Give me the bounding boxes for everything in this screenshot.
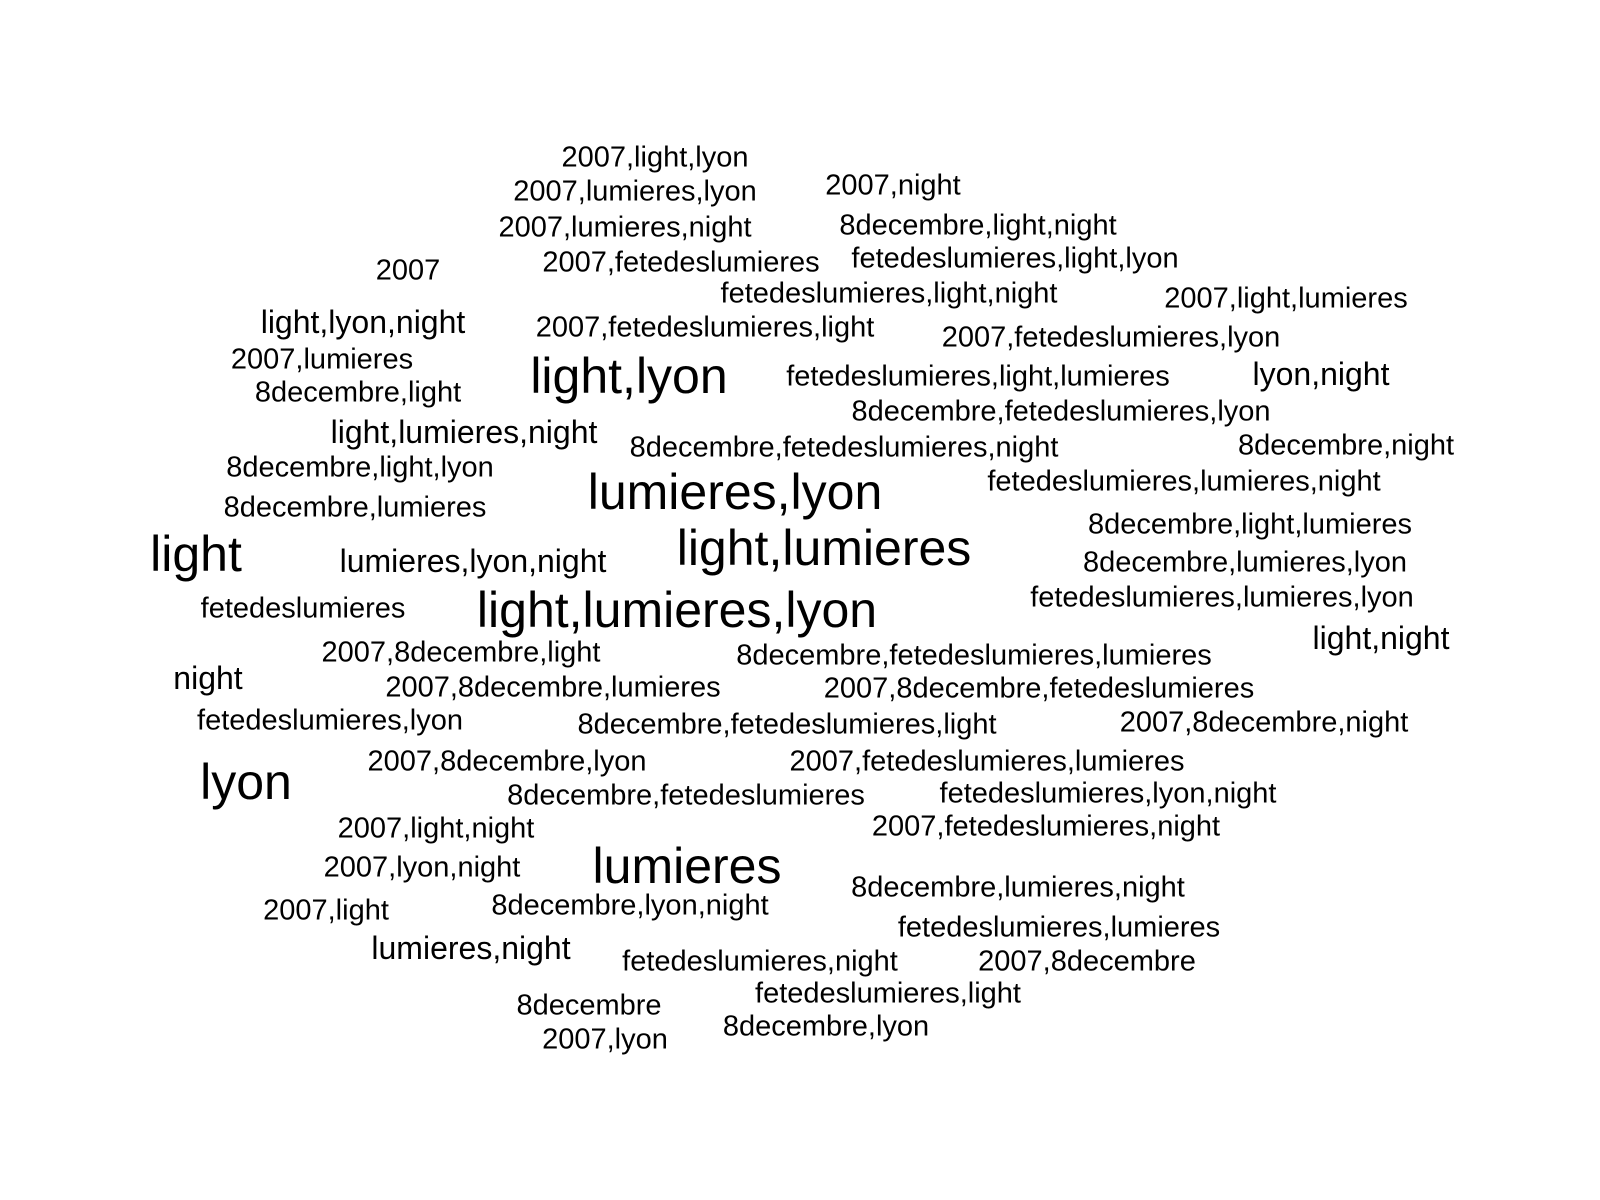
word-label: 8decembre,fetedeslumieres bbox=[507, 779, 865, 812]
word-label: 2007,fetedeslumieres,lumieres bbox=[789, 745, 1185, 778]
word-label: lumieres,lyon bbox=[587, 464, 883, 520]
word-label: 8decembre,light,lyon bbox=[226, 451, 494, 484]
word-label: lyon,night bbox=[1252, 356, 1390, 392]
word-label: 2007,8decembre,night bbox=[1119, 706, 1409, 739]
word-label: 2007 bbox=[375, 254, 441, 287]
word-label: 8decembre,fetedeslumieres,lumieres bbox=[736, 639, 1212, 672]
word-label: 8decembre bbox=[516, 989, 662, 1022]
word-label: 8decembre,light,night bbox=[839, 209, 1117, 242]
word-label: 2007,light,lumieres bbox=[1164, 282, 1408, 315]
word-label: fetedeslumieres,light bbox=[755, 977, 1021, 1010]
word-label: 2007,fetedeslumieres,light bbox=[535, 311, 875, 344]
word-label: fetedeslumieres,night bbox=[622, 945, 898, 978]
word-label: light,lumieres bbox=[676, 520, 972, 576]
word-label: 8decembre,lumieres bbox=[223, 491, 487, 524]
word-label: 8decembre,lyon,night bbox=[491, 889, 769, 922]
word-label: fetedeslumieres bbox=[200, 592, 406, 625]
word-label: night bbox=[173, 660, 243, 696]
word-label: lumieres bbox=[592, 838, 782, 894]
word-label: fetedeslumieres,light,lumieres bbox=[786, 360, 1170, 393]
word-label: light bbox=[150, 526, 242, 582]
word-label: 2007,light,night bbox=[337, 812, 535, 845]
word-label: lyon bbox=[200, 754, 292, 810]
word-label: 2007,8decembre,lyon bbox=[367, 745, 647, 778]
word-label: fetedeslumieres,lumieres,lyon bbox=[1030, 581, 1414, 614]
word-label: 2007,lyon,night bbox=[323, 851, 521, 884]
word-label: 2007,lumieres,night bbox=[498, 211, 752, 244]
word-label: 2007,8decembre,light bbox=[321, 636, 601, 669]
word-label: 2007,8decembre bbox=[978, 945, 1196, 978]
word-label: 8decembre,fetedeslumieres,light bbox=[577, 708, 997, 741]
word-label: light,lumieres,night bbox=[330, 414, 598, 450]
word-label: 2007,8decembre,fetedeslumieres bbox=[823, 672, 1255, 705]
word-label: 2007,lumieres bbox=[230, 343, 414, 376]
word-label: 2007,lumieres,lyon bbox=[513, 175, 757, 208]
word-label: fetedeslumieres,light,lyon bbox=[851, 242, 1179, 275]
word-label: 8decembre,night bbox=[1237, 429, 1455, 462]
word-label: 2007,lyon bbox=[542, 1023, 668, 1056]
word-label: lumieres,night bbox=[371, 930, 571, 966]
word-label: light,night bbox=[1312, 620, 1450, 656]
word-label: light,lumieres,lyon bbox=[476, 582, 878, 638]
word-label: fetedeslumieres,lumieres,night bbox=[987, 465, 1381, 498]
word-label: fetedeslumieres,lyon,night bbox=[939, 777, 1277, 810]
word-label: 8decembre,light bbox=[254, 376, 462, 409]
word-label: fetedeslumieres,lyon bbox=[197, 704, 463, 737]
word-label: light,lyon bbox=[530, 348, 728, 404]
word-label: 2007,light bbox=[263, 894, 389, 927]
word-label: lumieres,lyon,night bbox=[339, 543, 607, 579]
word-label: 8decembre,lumieres,night bbox=[851, 871, 1185, 904]
word-label: 2007,night bbox=[825, 169, 961, 202]
word-label: light,lyon,night bbox=[260, 304, 466, 340]
word-label: 8decembre,lyon bbox=[722, 1010, 930, 1043]
word-label: 2007,fetedeslumieres bbox=[542, 246, 820, 279]
word-label: 2007,light,lyon bbox=[561, 141, 749, 174]
word-label: 8decembre,light,lumieres bbox=[1088, 508, 1412, 541]
word-label: 2007,fetedeslumieres,lyon bbox=[941, 321, 1281, 354]
word-label: 8decembre,fetedeslumieres,lyon bbox=[851, 395, 1271, 428]
word-label: fetedeslumieres,lumieres bbox=[897, 911, 1221, 944]
word-label: fetedeslumieres,light,night bbox=[720, 277, 1058, 310]
word-label: 2007,fetedeslumieres,night bbox=[871, 810, 1221, 843]
word-label: 2007,8decembre,lumieres bbox=[385, 671, 721, 704]
word-label: 8decembre,fetedeslumieres,night bbox=[629, 431, 1059, 464]
word-label: 8decembre,lumieres,lyon bbox=[1083, 546, 1407, 579]
